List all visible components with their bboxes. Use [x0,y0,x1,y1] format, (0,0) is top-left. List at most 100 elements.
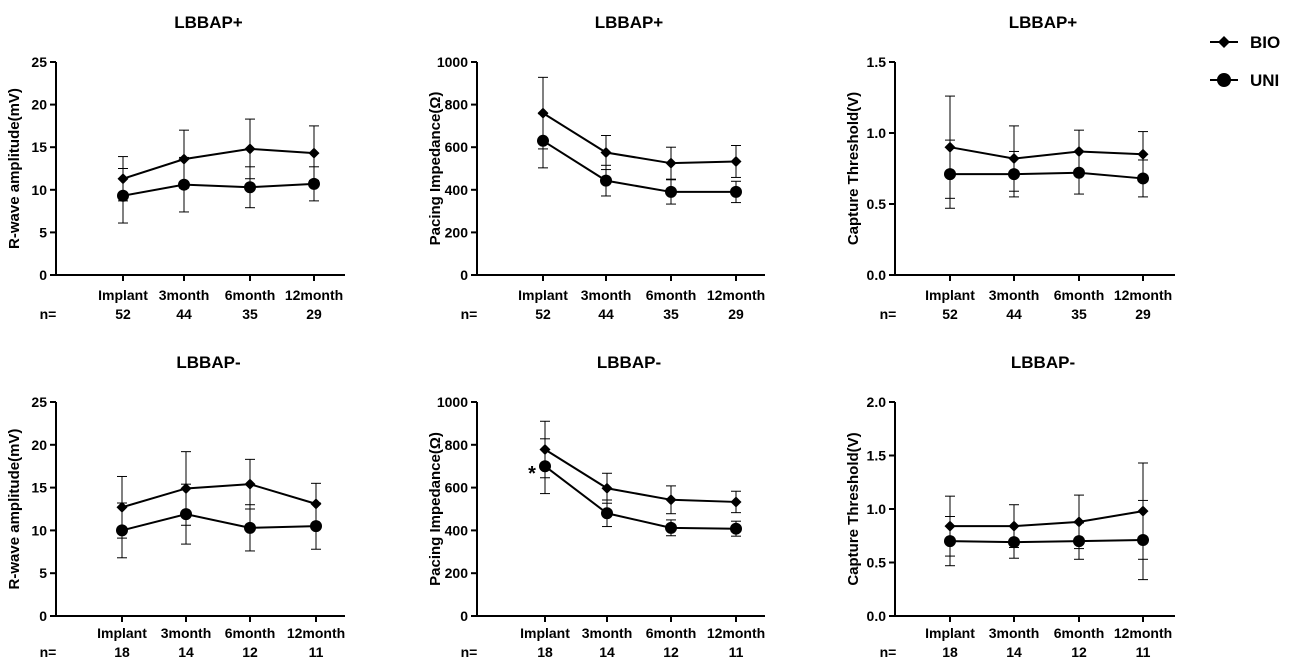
y-tick-label: 20 [31,437,47,453]
chart-title: LBBAP- [1011,353,1075,372]
y-tick-label: 600 [445,480,469,496]
y-tick-label: 15 [31,139,47,155]
data-point-uni [116,524,128,537]
data-point-uni [310,520,322,533]
chart-panel-2: LBBAP+ Pacing Impedance(Ω) 0 200 400 600 800 10… [427,13,765,322]
data-point-bio [1073,516,1085,528]
x-tick-label: Implant [518,287,568,303]
y-tick-label: 800 [445,437,469,453]
x-tick-label: 3month [989,625,1040,641]
y-tick-label: 1.0 [867,125,887,141]
legend-label: BIO [1250,33,1280,52]
series-bio [537,76,742,180]
n-label: n= [880,644,897,660]
x-tick-label: Implant [925,287,975,303]
n-label: n= [40,306,57,322]
n-label: n= [880,306,897,322]
chart-title: LBBAP- [176,353,240,372]
chart-title: LBBAP+ [595,13,664,32]
data-point-uni [944,535,956,548]
n-value: 35 [663,306,679,322]
chart-title: LBBAP- [597,353,661,372]
n-value: 18 [114,644,130,660]
series-bio [539,420,742,515]
y-tick-label: 0 [460,608,468,624]
series-uni [944,139,1149,209]
y-tick-label: 1.5 [867,54,887,70]
y-axis-label: R-wave amplitude(mV) [6,429,23,590]
data-point-uni [665,185,677,198]
n-value: 35 [1071,306,1087,322]
y-axis-label: Capture Threshold(V) [845,92,862,245]
n-value: 11 [309,644,324,660]
series-line-bio [121,483,317,509]
y-tick-label: 400 [445,182,469,198]
n-value: 52 [535,306,551,322]
y-tick-label: 10 [31,182,47,198]
data-point-uni [665,521,677,534]
n-value: 11 [729,644,744,660]
n-value: 12 [663,644,679,660]
y-axis-label: Pacing Impedance(Ω) [427,92,444,246]
y-tick-label: 600 [445,139,469,155]
n-value: 12 [242,644,258,660]
data-point-bio [244,478,256,490]
data-point-uni [1073,535,1085,548]
series-bio [944,462,1149,560]
n-value: 44 [598,306,614,322]
y-tick-label: 1.0 [867,501,887,517]
x-tick-label: 12month [707,625,765,641]
y-tick-label: 0.5 [867,196,887,212]
series-bio [944,95,1149,199]
y-tick-label: 1000 [437,54,468,70]
series-line-uni [121,513,317,532]
chart-panel-5: LBBAP- Pacing Impedance(Ω) 0 200 400 600 800 10… [427,353,765,660]
series-uni [537,113,742,205]
series-uni [117,156,320,224]
y-tick-label: 200 [445,565,469,581]
legend-label: UNI [1250,71,1279,90]
series-line-bio [950,510,1144,528]
n-label: n= [461,644,478,660]
x-tick-label: Implant [98,287,148,303]
n-value: 14 [599,644,615,660]
data-point-bio [665,494,677,506]
x-tick-label: 6month [225,287,276,303]
n-value: 18 [537,644,553,660]
x-tick-label: Implant [925,625,975,641]
data-point-bio [244,143,256,155]
y-tick-label: 1.5 [867,448,887,464]
data-point-uni [537,134,549,147]
y-axis-label: Pacing Impedance(Ω) [427,432,444,586]
x-tick-label: Implant [520,625,570,641]
data-point-bio [730,496,742,508]
series-line-bio [122,147,315,180]
y-tick-label: 0 [39,267,47,283]
n-value: 35 [242,306,258,322]
x-tick-label: 6month [646,287,697,303]
y-tick-label: 800 [445,97,469,113]
data-point-uni [730,185,742,198]
x-tick-label: 12month [287,625,345,641]
y-tick-label: 20 [31,97,47,113]
y-tick-label: 200 [445,224,469,240]
y-tick-label: 2.0 [867,394,887,410]
series-line-bio [542,112,737,165]
x-tick-label: 6month [646,625,697,641]
data-point-bio [665,157,677,169]
series-uni [944,499,1149,581]
x-tick-label: 6month [1054,287,1105,303]
x-tick-label: Implant [97,625,147,641]
data-point-uni [1008,168,1020,181]
x-tick-label: 12month [285,287,343,303]
data-point-uni [244,181,256,194]
data-point-bio [537,107,549,119]
data-point-uni [178,178,190,191]
data-point-bio [730,155,742,167]
series-line-uni [544,465,737,530]
chart-panel-6: LBBAP- Capture Threshold(V) 0.0 0.5 1.0 1.5 2.… [845,353,1175,660]
y-tick-label: 400 [445,522,469,538]
n-value: 12 [1071,644,1087,660]
x-tick-label: 12month [1114,287,1172,303]
